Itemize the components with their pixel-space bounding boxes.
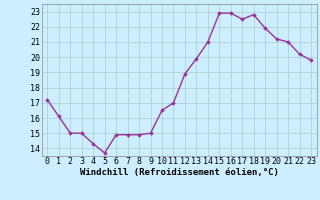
X-axis label: Windchill (Refroidissement éolien,°C): Windchill (Refroidissement éolien,°C) (80, 168, 279, 177)
